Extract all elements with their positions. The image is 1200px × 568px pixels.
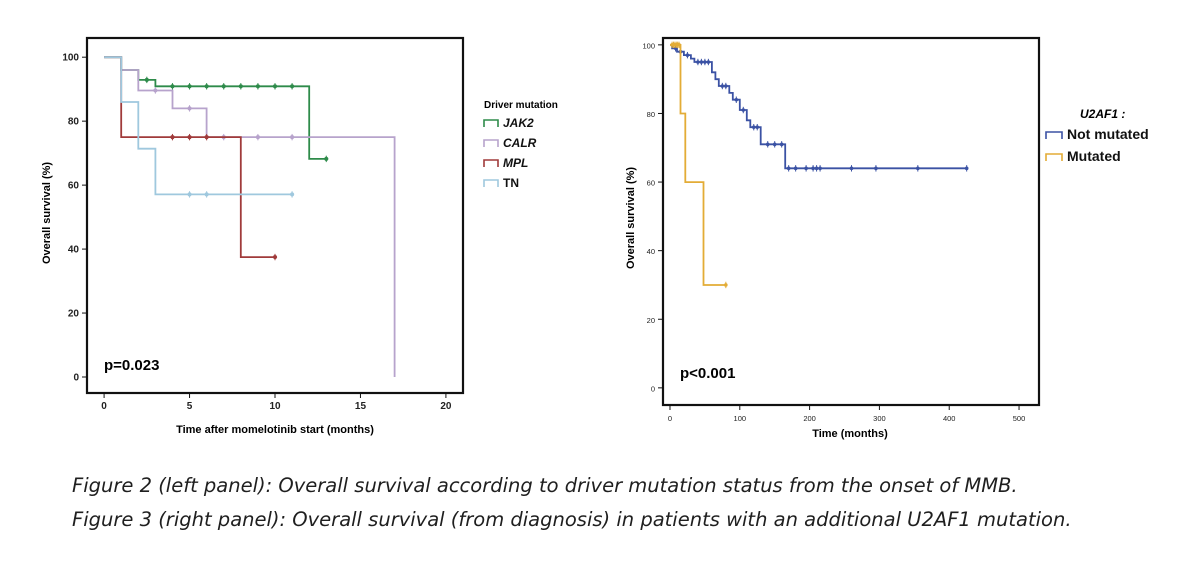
series-mutated	[670, 41, 728, 289]
series-tn	[104, 56, 295, 198]
x-tick-label: 200	[803, 414, 816, 423]
x-tick-label: 5	[187, 401, 193, 412]
legend-label-mutated: Mutated	[1067, 148, 1121, 164]
chart-right-u2af1: Overall survival (%) Time (months) U2AF1…	[625, 36, 1149, 440]
x-axis-label: Time (months)	[812, 428, 888, 440]
legend-label-tn: TN	[503, 176, 519, 190]
legend-swatch-mpl	[483, 159, 499, 167]
axes: 0 20 40 60 80 100 0 5 10 15 20	[62, 53, 452, 412]
survival-line-not-mutated	[670, 44, 967, 170]
y-tick-label: 100	[642, 41, 655, 50]
x-tick-label: 20	[440, 401, 452, 412]
legend-swatch-tn	[483, 179, 499, 187]
legend-label-jak2: JAK2	[503, 116, 534, 130]
survival-line-mutated	[670, 44, 726, 286]
x-tick-label: 0	[668, 414, 672, 423]
p-value-annotation: p<0.001	[680, 365, 735, 382]
y-tick-label: 60	[647, 179, 655, 188]
x-tick-label: 100	[734, 414, 747, 423]
legend-swatch-not-mutated	[1045, 131, 1063, 139]
x-tick-label: 15	[355, 401, 367, 412]
figure-caption-2: Figure 2 (left panel): Overall survival …	[72, 474, 1018, 497]
y-tick-label: 0	[651, 384, 655, 393]
legend-title: Driver mutation	[484, 100, 558, 111]
x-tick-label: 10	[269, 401, 281, 412]
figure-caption-3: Figure 3 (right panel): Overall survival…	[72, 508, 1072, 531]
y-tick-label: 0	[73, 373, 79, 384]
legend-swatch-mutated	[1045, 153, 1063, 161]
legend-label-calr: CALR	[503, 136, 537, 150]
x-tick-label: 300	[873, 414, 886, 423]
chart-left-driver-mutation: Overall survival (%) Time after momeloti…	[41, 36, 558, 436]
x-axis-label: Time after momelotinib start (months)	[176, 424, 374, 436]
y-tick-label: 40	[68, 245, 80, 256]
y-tick-label: 80	[68, 117, 80, 128]
y-axis-label: Overall survival (%)	[41, 162, 53, 264]
legend: Not mutated Mutated	[1045, 126, 1149, 164]
legend-title: U2AF1 :	[1080, 107, 1125, 121]
legend-swatch-calr	[483, 139, 499, 147]
y-tick-label: 20	[68, 309, 80, 320]
y-tick-label: 60	[68, 181, 80, 192]
series-not-mutated	[670, 44, 969, 172]
axes: 0 20 40 60 80 100 0 100 200 300 400 500	[642, 41, 1025, 423]
legend-swatch-jak2	[483, 119, 499, 127]
y-tick-label: 80	[647, 110, 655, 119]
legend-label-not-mutated: Not mutated	[1067, 126, 1149, 142]
y-tick-label: 100	[62, 53, 79, 64]
series-calr	[104, 56, 396, 377]
p-value-annotation: p=0.023	[104, 357, 159, 374]
legend: JAK2 CALR MPL TN	[483, 116, 537, 190]
plot-frame	[661, 36, 1041, 407]
y-axis-label: Overall survival (%)	[625, 167, 637, 269]
y-tick-label: 40	[647, 247, 655, 256]
legend-label-mpl: MPL	[503, 156, 528, 170]
survival-line-tn	[104, 56, 293, 196]
survival-line-calr	[104, 56, 396, 377]
y-tick-label: 20	[647, 316, 655, 325]
x-tick-label: 0	[101, 401, 107, 412]
x-tick-label: 500	[1013, 414, 1026, 423]
x-tick-label: 400	[943, 414, 956, 423]
